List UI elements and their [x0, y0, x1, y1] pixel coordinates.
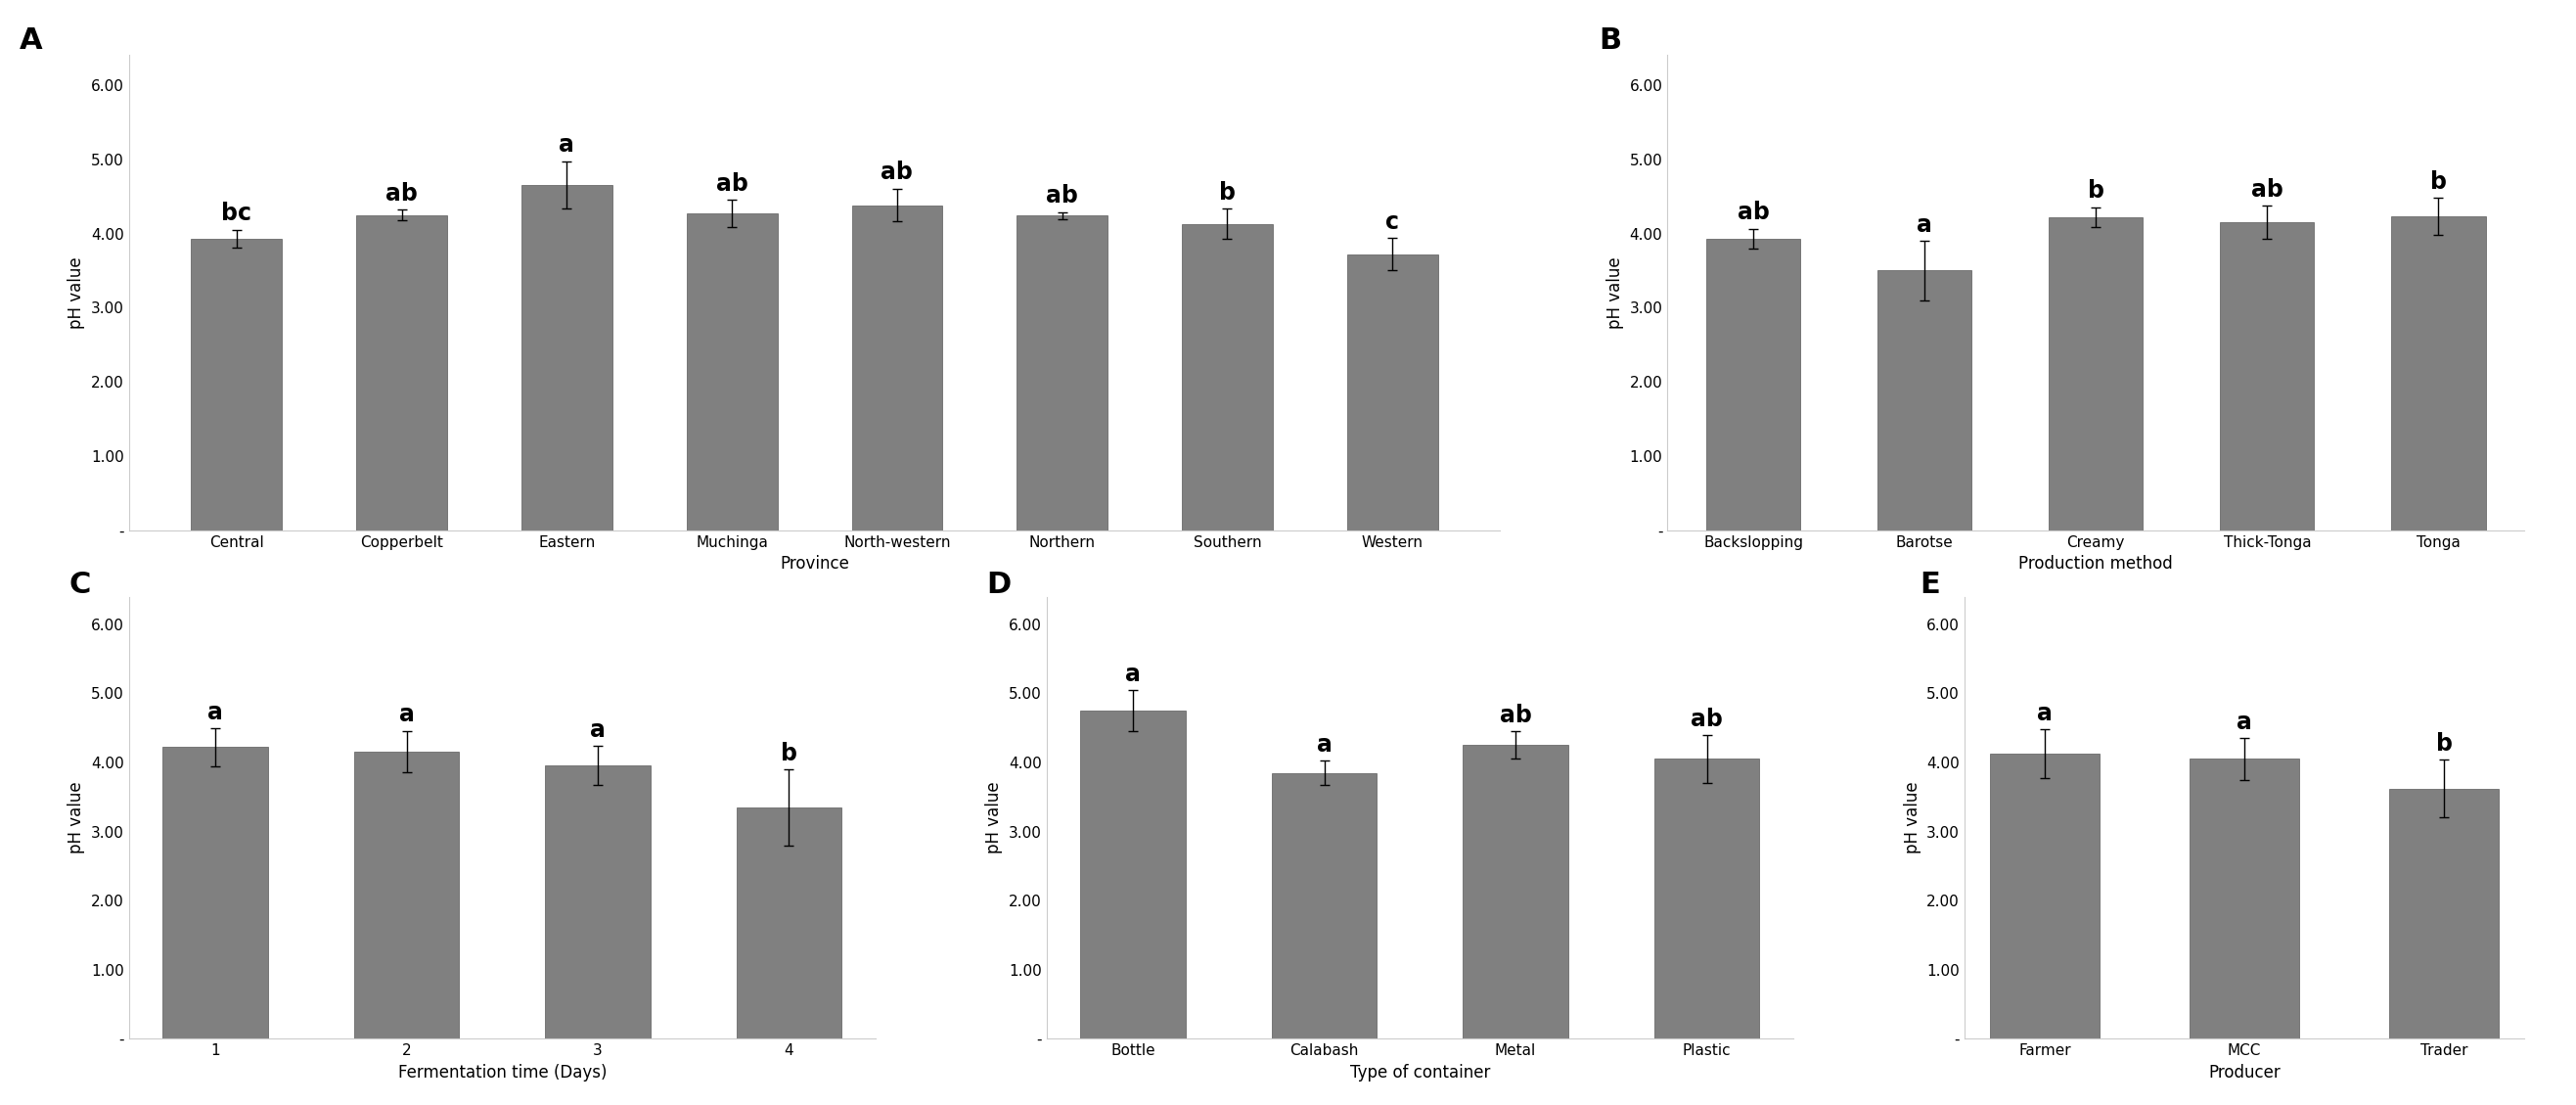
- Text: b: b: [781, 741, 799, 765]
- Bar: [1079, 711, 1185, 1039]
- Y-axis label: pH value: pH value: [67, 256, 85, 329]
- Text: ab: ab: [881, 161, 912, 185]
- Bar: [1705, 239, 1801, 530]
- Text: ab: ab: [386, 181, 417, 206]
- X-axis label: Province: Province: [781, 556, 850, 572]
- Bar: [1273, 772, 1378, 1039]
- Bar: [2391, 217, 2486, 530]
- Text: a: a: [1917, 213, 1932, 236]
- Text: ab: ab: [1690, 707, 1723, 730]
- Text: ab: ab: [1736, 201, 1770, 224]
- Bar: [2048, 217, 2143, 530]
- Text: E: E: [1919, 570, 1940, 599]
- Bar: [1463, 745, 1569, 1039]
- Bar: [520, 186, 613, 530]
- Text: a: a: [399, 703, 415, 727]
- Y-axis label: pH value: pH value: [1607, 256, 1623, 329]
- Bar: [353, 751, 459, 1039]
- Bar: [1182, 224, 1273, 530]
- Bar: [1878, 271, 1971, 530]
- Bar: [2190, 759, 2300, 1039]
- Text: a: a: [1316, 733, 1332, 756]
- Y-axis label: pH value: pH value: [67, 781, 85, 854]
- Text: b: b: [1218, 181, 1236, 204]
- Text: a: a: [2236, 711, 2251, 734]
- Text: D: D: [987, 570, 1012, 599]
- X-axis label: Fermentation time (Days): Fermentation time (Days): [397, 1064, 605, 1081]
- Text: a: a: [2038, 702, 2053, 725]
- Bar: [546, 765, 649, 1039]
- Bar: [1018, 215, 1108, 530]
- X-axis label: Producer: Producer: [2208, 1064, 2280, 1081]
- Y-axis label: pH value: pH value: [1904, 781, 1922, 854]
- Text: b: b: [2087, 179, 2105, 203]
- Text: a: a: [1126, 662, 1141, 686]
- Bar: [162, 747, 268, 1039]
- Bar: [2221, 222, 2313, 530]
- Text: A: A: [18, 27, 41, 55]
- Text: ab: ab: [2251, 178, 2282, 201]
- Text: B: B: [1600, 27, 1620, 55]
- Bar: [2388, 789, 2499, 1039]
- Text: C: C: [70, 570, 90, 599]
- Bar: [1654, 759, 1759, 1039]
- Text: ab: ab: [1046, 183, 1079, 208]
- Text: ab: ab: [1499, 704, 1533, 727]
- Text: c: c: [1386, 210, 1399, 233]
- Text: b: b: [2437, 732, 2452, 756]
- Bar: [688, 213, 778, 530]
- Text: a: a: [209, 701, 224, 725]
- Bar: [1989, 754, 2099, 1039]
- Text: a: a: [559, 134, 574, 157]
- Bar: [1347, 254, 1437, 530]
- X-axis label: Production method: Production method: [2020, 556, 2174, 572]
- Bar: [737, 808, 842, 1039]
- Text: ab: ab: [716, 172, 747, 196]
- Text: b: b: [2429, 170, 2447, 193]
- Bar: [853, 206, 943, 530]
- Y-axis label: pH value: pH value: [987, 781, 1002, 854]
- Text: a: a: [590, 718, 605, 741]
- Bar: [191, 239, 281, 530]
- Text: bc: bc: [222, 202, 252, 225]
- X-axis label: Type of container: Type of container: [1350, 1064, 1489, 1081]
- Bar: [355, 214, 448, 530]
